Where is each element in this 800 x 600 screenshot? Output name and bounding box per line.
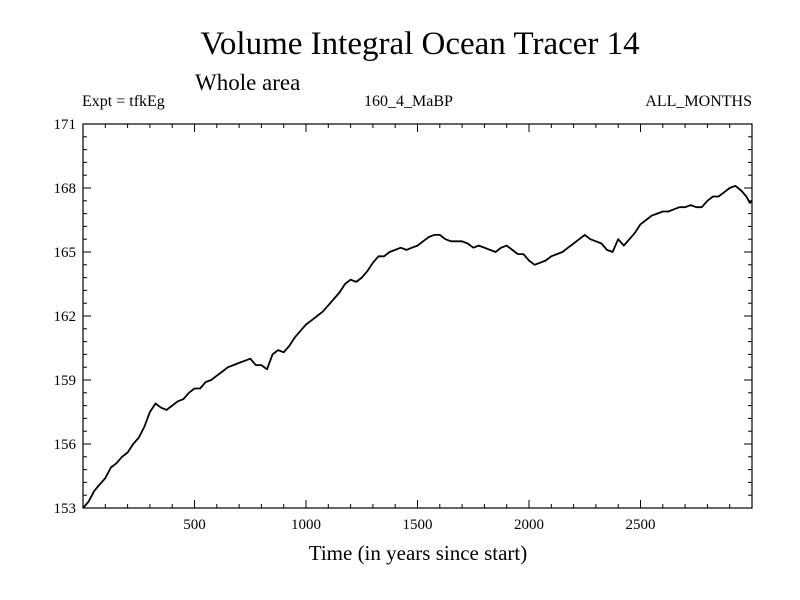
y-tick-label: 171 [54, 117, 77, 133]
chart-title: Volume Integral Ocean Tracer 14 [200, 26, 640, 62]
x-tick-label: 2500 [626, 517, 656, 533]
plot-frame [82, 123, 753, 509]
y-tick-label: 168 [54, 181, 77, 197]
months-label: ALL_MONTHS [645, 93, 752, 110]
chart-subtitle: Whole area [195, 70, 301, 95]
x-tick-label: 2000 [514, 517, 544, 533]
y-tick-label: 156 [54, 437, 77, 453]
x-tick-label: 1000 [291, 517, 321, 533]
y-tick-label: 165 [54, 245, 77, 261]
series-line [82, 185, 753, 509]
x-tick-label: 500 [183, 517, 206, 533]
y-tick-label: 162 [54, 309, 77, 325]
series-lines [82, 185, 753, 509]
experiment-label: Expt = tfkEg [82, 93, 165, 110]
x-axis-label: Time (in years since start) [308, 541, 528, 565]
y-tick-label: 159 [54, 373, 77, 389]
x-tick-label: 1500 [403, 517, 433, 533]
tick-labels: 500 1000 1500 2000 2500 153 156 159 162 165 168 171 [54, 117, 656, 533]
run-label: 160_4_MaBP [364, 93, 453, 110]
axis-ticks [83, 124, 752, 508]
y-tick-label: 153 [54, 501, 77, 517]
